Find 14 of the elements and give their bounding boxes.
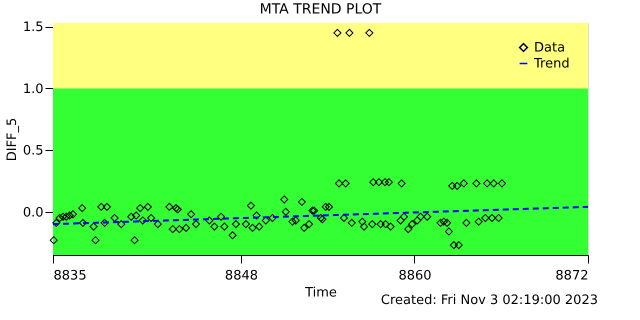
- chart-title: MTA TREND PLOT: [260, 2, 382, 18]
- x-tick-label: 8860: [398, 268, 432, 284]
- x-tick-label: 8872: [555, 268, 588, 284]
- y-axis-title: DIFF_5: [4, 118, 20, 162]
- x-tick-label: 8835: [54, 268, 87, 284]
- y-tick-label: 0.5: [22, 144, 44, 159]
- legend-label: Data: [534, 40, 566, 56]
- legend-label: Trend: [533, 56, 570, 72]
- x-tick-label: 8848: [224, 268, 258, 284]
- y-tick-label: 0.0: [22, 205, 44, 220]
- text: Created: Fri Nov 3 02:19:00 2023: [380, 293, 598, 308]
- x-axis-title: Time: [304, 286, 337, 300]
- y-tick-label: 1.5: [22, 20, 44, 36]
- y-tick-label: 1.0: [22, 82, 44, 97]
